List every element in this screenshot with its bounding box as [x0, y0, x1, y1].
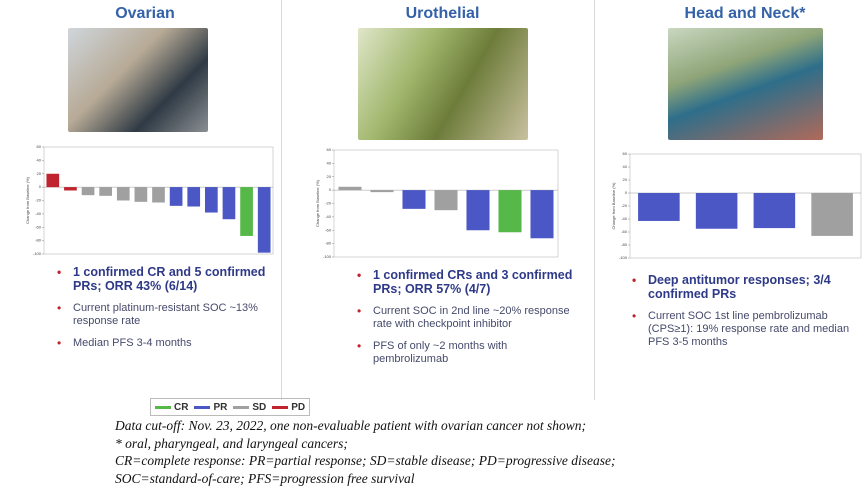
bar — [222, 187, 236, 220]
footnote: SOC=standard-of-care; PFS=progression fr… — [115, 470, 415, 486]
y-tick-label: 0 — [329, 187, 332, 192]
footnotes: Data cut-off: Nov. 23, 2022, one non-eva… — [115, 417, 615, 487]
bullet: PFS of only ~2 months with pembrolizumab — [355, 340, 577, 366]
panel-title: Urothelial — [405, 5, 480, 22]
bullet: Current platinum-resistant SOC ~13% resp… — [55, 302, 270, 328]
y-tick-label: 20 — [623, 177, 628, 182]
y-tick-label: 60 — [327, 147, 332, 152]
bullet: 1 confirmed CR and 5 confirmed PRs; ORR … — [55, 265, 270, 293]
legend-item: CR — [155, 402, 188, 413]
legend-item: PD — [272, 402, 305, 413]
waterfall-chart: Change from Baseline (%) 60 40 20 0 -20 -40 -60… — [611, 151, 862, 260]
bullet: Deep antitumor responses; 3/4 confirmed … — [630, 273, 865, 301]
legend-label: SD — [252, 401, 267, 413]
bar — [338, 186, 362, 191]
legend-label: CR — [174, 401, 189, 413]
bar — [116, 187, 130, 201]
bar — [46, 173, 60, 188]
y-tick-label: -100 — [323, 254, 332, 259]
legend: CR PR SD PD — [150, 398, 311, 416]
y-tick-label: -60 — [325, 227, 332, 232]
separator — [281, 0, 282, 400]
legend-item: SD — [233, 402, 266, 413]
y-tick-label: -40 — [325, 214, 332, 219]
bar — [64, 187, 77, 191]
y-axis-label: Change from Baseline (%) — [315, 179, 320, 227]
bar — [753, 193, 796, 229]
bar — [402, 190, 426, 209]
y-tick-label: 0 — [39, 184, 42, 189]
y-tick-label: -60 — [35, 224, 42, 229]
y-axis-label: Change from Baseline (%) — [25, 176, 30, 224]
y-tick-label: -60 — [621, 229, 628, 234]
y-tick-label: -80 — [35, 238, 42, 243]
bullet: Current SOC in 2nd line ~20% response ra… — [355, 305, 577, 331]
bar — [169, 187, 183, 206]
legend-swatch — [194, 405, 211, 409]
panel-title: Ovarian — [115, 5, 175, 22]
legend-swatch — [233, 405, 250, 409]
bar — [498, 190, 522, 233]
y-tick-label: -20 — [325, 201, 332, 206]
y-tick-label: -40 — [35, 211, 42, 216]
bullet: Median PFS 3-4 months — [55, 337, 270, 350]
bar — [134, 187, 148, 202]
legend-item: PR — [194, 402, 227, 413]
y-tick-label: 20 — [37, 171, 42, 176]
bar — [811, 193, 853, 236]
footnote: Data cut-off: Nov. 23, 2022, one non-eva… — [115, 418, 587, 433]
footnote: CR=complete response: PR=partial respons… — [115, 453, 616, 468]
photo — [358, 28, 528, 140]
y-tick-label: -100 — [619, 255, 628, 260]
bar — [530, 190, 554, 239]
legend-label: PD — [291, 401, 306, 413]
bar — [152, 187, 165, 203]
bar — [257, 187, 271, 253]
bullet-list: 1 confirmed CRs and 3 confirmed PRs; ORR… — [355, 268, 577, 375]
bar — [99, 187, 112, 196]
bar — [187, 187, 201, 207]
bullet: Current SOC 1st line pembrolizumab (CPS≥… — [630, 310, 865, 349]
legend-swatch — [155, 405, 171, 409]
waterfall-chart: Change from Baseline (%) 60 40 20 0 -20 -40 -60… — [315, 147, 559, 259]
bar — [370, 190, 394, 193]
bullet: 1 confirmed CRs and 3 confirmed PRs; ORR… — [355, 268, 577, 296]
y-tick-label: 0 — [625, 190, 628, 195]
y-tick-label: 40 — [327, 160, 332, 165]
y-tick-label: -40 — [621, 216, 628, 221]
bar — [638, 193, 680, 221]
bar — [434, 190, 458, 211]
separator — [594, 0, 595, 400]
legend-label: PR — [213, 401, 228, 413]
y-tick-label: -80 — [621, 242, 628, 247]
y-tick-label: 60 — [37, 144, 42, 149]
y-tick-label: -80 — [325, 241, 332, 246]
bar — [205, 187, 218, 213]
legend-swatch — [272, 405, 289, 409]
bullet-list: 1 confirmed CR and 5 confirmed PRs; ORR … — [55, 265, 270, 359]
photo — [68, 28, 208, 132]
waterfall-chart: Change from Baseline (%) 60 40 20 0 -20 -40 -60… — [25, 144, 274, 256]
y-tick-label: 40 — [623, 164, 628, 169]
photo — [668, 28, 823, 140]
y-tick-label: -100 — [33, 251, 42, 256]
y-tick-label: 20 — [327, 174, 332, 179]
panel-title: Head and Neck* — [684, 5, 806, 22]
bullet-list: Deep antitumor responses; 3/4 confirmed … — [630, 273, 865, 358]
y-tick-label: -20 — [621, 203, 628, 208]
y-tick-label: -20 — [35, 198, 42, 203]
footnote: * oral, pharyngeal, and laryngeal cancer… — [115, 435, 348, 451]
y-tick-label: 40 — [37, 157, 42, 162]
bar — [81, 187, 95, 196]
bar — [466, 190, 490, 231]
y-axis-label: Change from Baseline (%) — [611, 182, 616, 230]
bar — [240, 187, 253, 236]
y-tick-label: 60 — [623, 151, 628, 156]
bar — [695, 193, 738, 229]
